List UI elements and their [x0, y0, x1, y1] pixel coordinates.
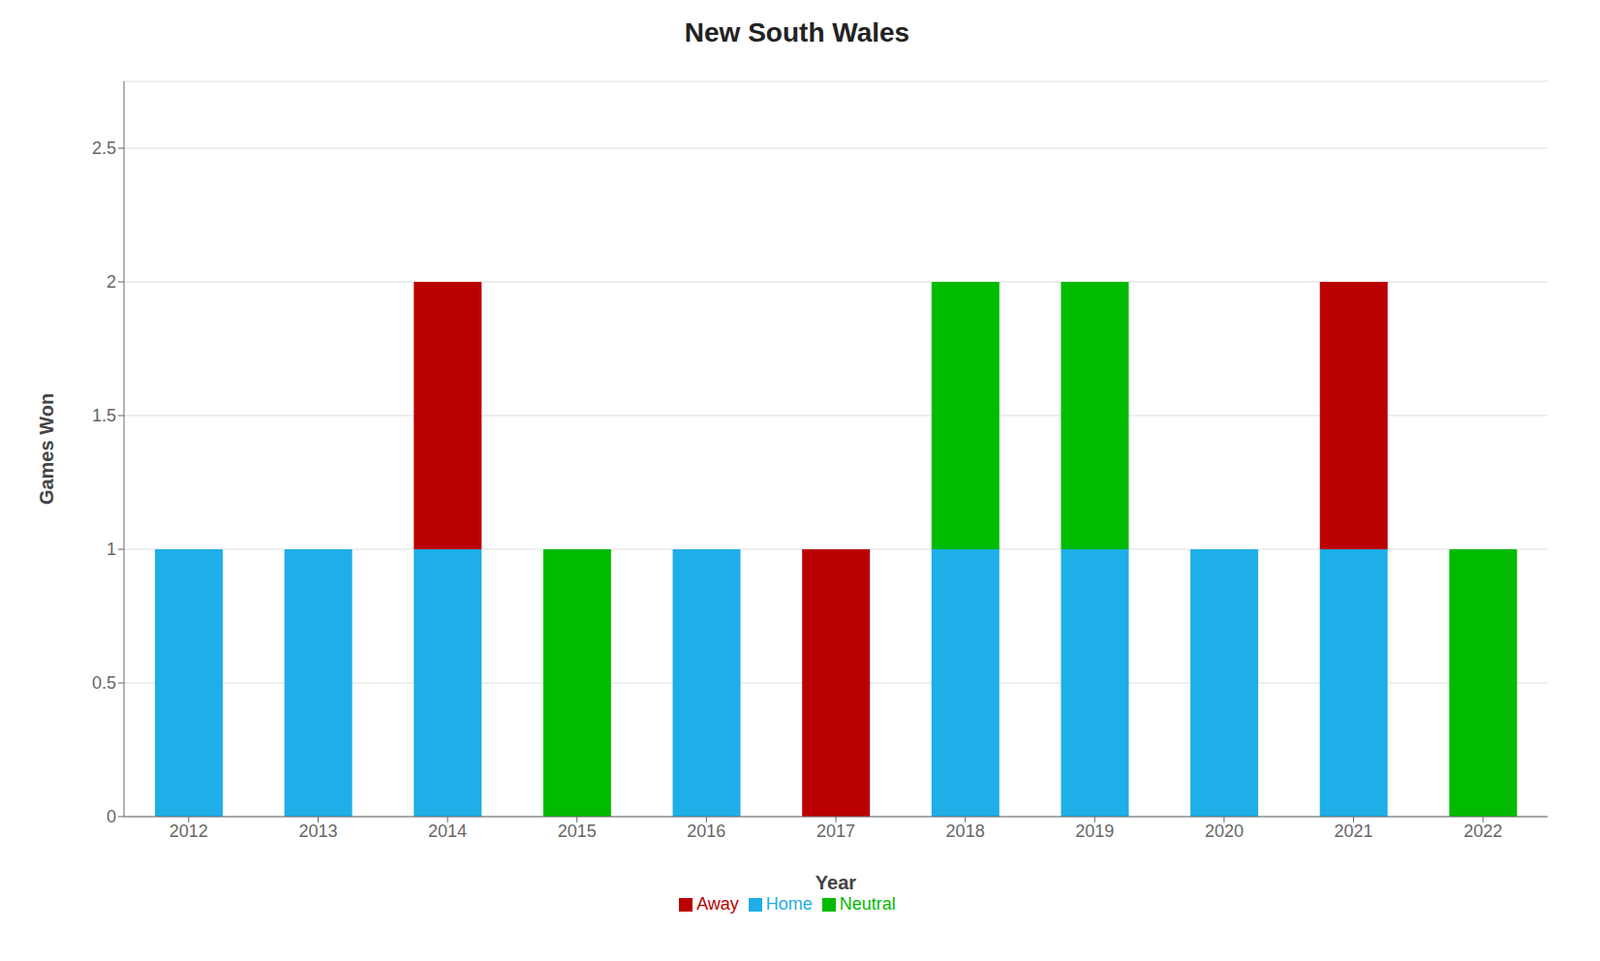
- svg-text:2017: 2017: [816, 821, 856, 841]
- svg-text:2016: 2016: [686, 821, 726, 841]
- svg-text:2020: 2020: [1204, 821, 1244, 841]
- svg-text:2015: 2015: [557, 821, 597, 841]
- svg-text:1: 1: [106, 539, 117, 559]
- html-text:Home: Home: [765, 893, 813, 914]
- svg-text:Games Won: Games Won: [35, 393, 58, 505]
- svg-text:2.5: 2.5: [92, 138, 117, 158]
- svg-text:2019: 2019: [1075, 821, 1114, 841]
- svg-text:2018: 2018: [946, 821, 985, 841]
- svg-text:2014: 2014: [428, 821, 467, 841]
- html-text:Neutral: Neutral: [839, 893, 896, 914]
- svg-text:2012: 2012: [169, 821, 209, 841]
- html-text:New South Wales: New South Wales: [684, 17, 910, 48]
- svg-text:2022: 2022: [1463, 821, 1503, 841]
- svg-text:2: 2: [106, 272, 117, 292]
- svg-text:2021: 2021: [1334, 821, 1374, 841]
- svg-text:0: 0: [106, 806, 117, 827]
- svg-text:1.5: 1.5: [92, 405, 117, 426]
- html-text:Away: Away: [696, 893, 739, 914]
- svg-text:0.5: 0.5: [92, 673, 117, 693]
- svg-text:2013: 2013: [298, 821, 338, 841]
- svg-text:Year: Year: [815, 871, 857, 893]
